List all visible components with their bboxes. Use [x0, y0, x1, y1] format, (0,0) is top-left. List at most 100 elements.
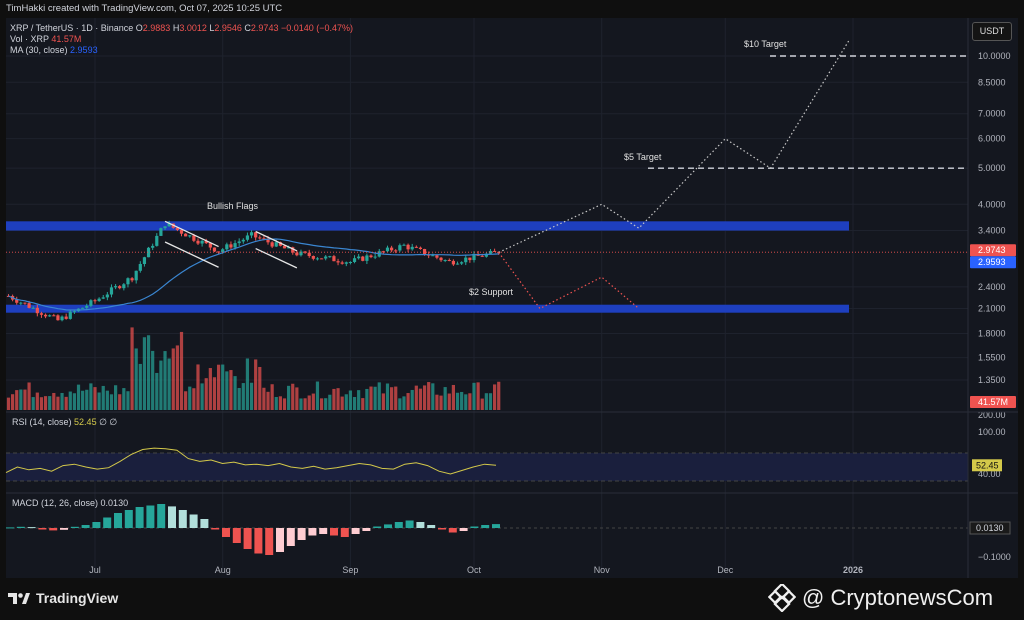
- macd-label: MACD (12, 26, close): [12, 498, 99, 508]
- macd-bar: [481, 525, 490, 528]
- volume-bar: [254, 359, 258, 410]
- volume-bar: [390, 387, 394, 410]
- price-axis-tick: 1.5500: [978, 353, 1006, 363]
- volume-bar: [225, 371, 229, 410]
- volume-bar: [113, 385, 118, 410]
- candle-body: [410, 246, 414, 250]
- candle-body: [23, 302, 27, 304]
- h-label: H: [172, 23, 180, 33]
- candle-body: [340, 262, 344, 264]
- volume-bar: [101, 385, 105, 410]
- candle-body: [179, 229, 184, 234]
- candle-body: [200, 240, 204, 244]
- candle-body: [480, 255, 484, 257]
- volume-bar: [23, 389, 27, 410]
- candle-body: [163, 226, 167, 229]
- volume-bar: [303, 398, 307, 410]
- macd-bar: [470, 526, 479, 528]
- price-axis-tick: 5.0000: [978, 163, 1006, 173]
- volume-bar: [216, 364, 221, 410]
- time-axis-tick: Dec: [717, 565, 734, 575]
- candle-body: [385, 247, 390, 252]
- tradingview-logo[interactable]: TradingView: [8, 590, 118, 606]
- time-axis-tick: 2026: [843, 565, 863, 575]
- volume-bar: [455, 392, 460, 410]
- volume-bar: [447, 393, 451, 410]
- volume-bar: [418, 388, 423, 410]
- macd-bar: [394, 522, 403, 528]
- tradingview-text: TradingView: [36, 590, 119, 606]
- candle-body: [484, 253, 488, 257]
- macd-bar: [211, 528, 220, 530]
- candle-body: [208, 243, 212, 248]
- rsi-value: 52.45: [74, 417, 97, 427]
- volume-bar: [188, 386, 192, 410]
- rsi-line: [5, 447, 497, 475]
- credit-text: TimHakki created with TradingView.com, O…: [6, 3, 283, 14]
- volume-bar: [192, 388, 196, 410]
- chart-svg[interactable]: 10.0000 8.5000 7.0000 6.0000 5.0000 4.0000 3.4…: [0, 0, 1024, 580]
- candle-body: [43, 314, 48, 317]
- volume-bar: [414, 385, 418, 410]
- time-axis-tick: Nov: [594, 565, 611, 575]
- volume-bar: [109, 394, 114, 410]
- candle-body: [336, 261, 340, 263]
- candle-body: [175, 227, 179, 230]
- volume-bar: [6, 397, 11, 410]
- macd-bar: [340, 528, 349, 537]
- ma-price-badge-bg: [970, 256, 1016, 269]
- volume-bar: [241, 383, 245, 410]
- volume-bar: [138, 363, 142, 410]
- candle-body: [373, 256, 377, 258]
- candle-body: [109, 287, 114, 295]
- macd-legend: MACD (12, 26, close) 0.0130: [12, 498, 128, 509]
- legend-low: 2.9546: [214, 23, 242, 33]
- volume-bar: [369, 386, 373, 410]
- macd-axis-tick: −0.1000: [978, 552, 1011, 562]
- header-bar: TimHakki created with TradingView.com, O…: [0, 0, 1024, 18]
- currency-button[interactable]: USDT: [972, 22, 1012, 41]
- volume-bar: [134, 348, 138, 410]
- volume-bar: [431, 383, 435, 410]
- candle-body: [122, 284, 126, 289]
- candle-body: [237, 241, 241, 244]
- volume-bar: [311, 393, 315, 410]
- macd-bar: [384, 524, 392, 528]
- volume-bar: [167, 358, 171, 410]
- vol-value: 41.57M: [51, 34, 82, 44]
- l-label: L: [209, 23, 215, 33]
- candle-body: [184, 233, 188, 237]
- volume-bar: [422, 385, 427, 410]
- candle-body: [241, 239, 245, 242]
- volume-bar: [245, 358, 250, 410]
- time-axis-tick: Jul: [89, 565, 101, 575]
- macd-bar: [243, 528, 252, 549]
- macd-bar: [168, 506, 176, 528]
- volume-bar: [348, 390, 353, 410]
- candle-body: [15, 299, 19, 303]
- candle-body: [361, 256, 365, 261]
- chart-area[interactable]: [6, 18, 1018, 578]
- candle-body: [31, 307, 35, 309]
- candle-body: [60, 316, 64, 321]
- candle-body: [311, 256, 315, 259]
- candle-body: [414, 246, 418, 248]
- volume-bar: [126, 391, 130, 410]
- volume-bar: [340, 396, 344, 410]
- volume-bar: [266, 391, 270, 410]
- volume-bar: [274, 396, 278, 410]
- candle-body: [105, 294, 109, 298]
- rsi-band: [6, 453, 968, 481]
- macd-bar: [427, 525, 436, 528]
- volume-bar: [15, 390, 19, 410]
- volume-bar: [361, 398, 365, 410]
- macd-bar: [362, 528, 371, 531]
- macd-bar: [49, 528, 58, 531]
- o-label: O: [135, 23, 143, 33]
- volume-bar: [81, 390, 85, 410]
- candle-body: [291, 247, 295, 253]
- macd-bar: [200, 519, 209, 528]
- candle-body: [352, 258, 357, 263]
- volume-bar: [373, 386, 377, 410]
- volume-bar: [64, 396, 68, 410]
